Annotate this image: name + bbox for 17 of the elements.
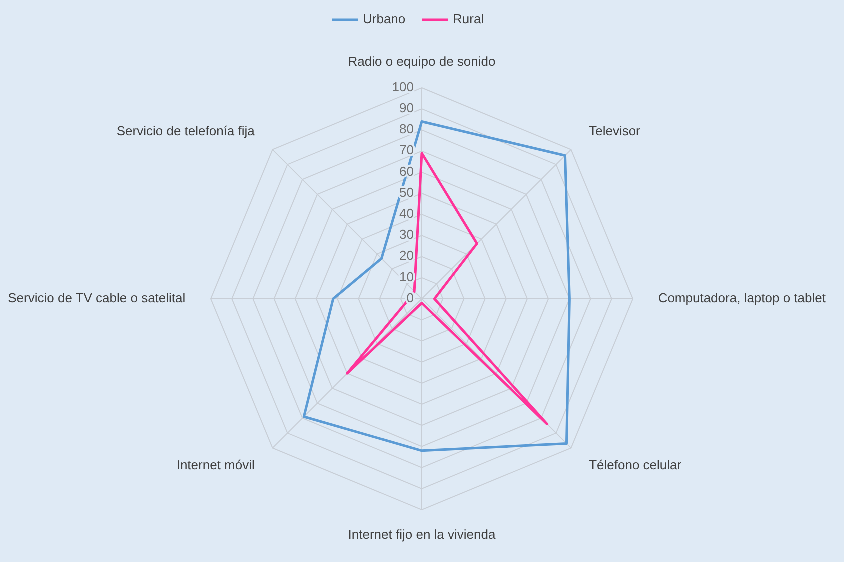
legend-label: Rural xyxy=(453,11,484,26)
spoke-label: Télefono celular xyxy=(589,458,682,473)
spoke-label: Radio o equipo de sonido xyxy=(348,54,496,70)
y-tick-label: 20 xyxy=(400,248,414,264)
spoke-label: Internet fijo en la vivienda xyxy=(348,526,496,542)
spoke-label: Servicio de telefonía fija xyxy=(116,123,256,138)
legend-label: Urbano xyxy=(363,11,406,26)
spoke-label: Internet móvil xyxy=(176,458,255,473)
y-tick-label: 100 xyxy=(392,79,414,94)
spoke-label: Televisor xyxy=(589,123,642,138)
y-tick-label: 80 xyxy=(400,122,414,137)
spoke-label: Servicio de TV cable o satelital xyxy=(8,290,186,306)
y-tick-label: 30 xyxy=(400,227,414,242)
y-tick-label: 40 xyxy=(400,206,414,222)
spoke-label: Computadora, laptop o tablet xyxy=(658,290,826,306)
y-tick-label: 10 xyxy=(400,269,414,284)
y-tick-label: 90 xyxy=(400,100,414,116)
